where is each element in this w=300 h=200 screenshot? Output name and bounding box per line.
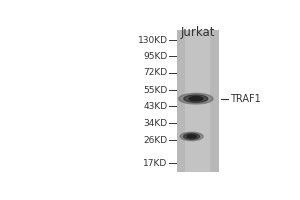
Text: 95KD: 95KD <box>143 52 168 61</box>
Text: 17KD: 17KD <box>143 159 168 168</box>
Text: 55KD: 55KD <box>143 86 168 95</box>
Ellipse shape <box>180 132 203 141</box>
Ellipse shape <box>184 133 200 139</box>
Ellipse shape <box>179 93 213 104</box>
Bar <box>185 30 211 172</box>
Ellipse shape <box>189 97 203 101</box>
Text: Jurkat: Jurkat <box>181 26 215 39</box>
Text: 43KD: 43KD <box>144 102 168 111</box>
Text: 130KD: 130KD <box>138 36 168 45</box>
Bar <box>177 30 219 172</box>
Ellipse shape <box>187 135 196 138</box>
Text: 72KD: 72KD <box>144 68 168 77</box>
Ellipse shape <box>184 95 208 102</box>
Text: TRAF1: TRAF1 <box>230 94 261 104</box>
Text: 26KD: 26KD <box>144 136 168 145</box>
Text: 34KD: 34KD <box>144 119 168 128</box>
